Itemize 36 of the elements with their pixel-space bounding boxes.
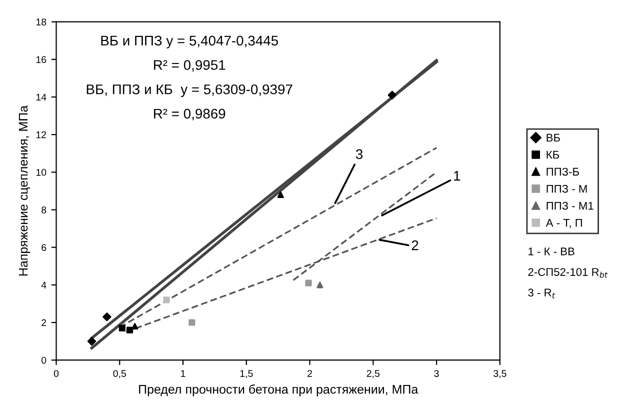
y-tick-label: 14 xyxy=(36,94,46,101)
x-axis-title: Предел прочности бетона при растяжении, МПа xyxy=(139,384,418,396)
x-tick-label: 2 xyxy=(308,370,312,377)
y-tick-label: 2 xyxy=(42,319,46,326)
y-tick-label: 0 xyxy=(42,356,46,364)
x-tick-label: 1 xyxy=(181,370,186,377)
text: 3 - R$_{t}$ xyxy=(528,288,556,298)
y-tick-label: 16 xyxy=(36,56,46,64)
x-tick-label: 0,5 xyxy=(113,370,126,378)
annotation: ВБ, ППЗ и КБ y = 5,6309-0,9397 xyxy=(86,84,292,98)
legend-label: ППЗ-Б xyxy=(546,168,579,176)
x-tick-label: 1,5 xyxy=(240,370,253,378)
y-tick-label: 6 xyxy=(42,244,46,251)
text: 2-СП52-101 R$_{bt}$ xyxy=(528,268,608,278)
legend-label: КБ xyxy=(546,150,560,159)
legend-label: А - Т, П xyxy=(546,219,582,228)
y-tick-label: 10 xyxy=(36,168,46,176)
legend-label: ВБ xyxy=(546,134,560,142)
y-tick-label: 12 xyxy=(36,131,46,138)
legend-label: ППЗ - М1 xyxy=(546,202,594,210)
annotation: 2 xyxy=(412,240,418,250)
x-tick-label: 0 xyxy=(54,370,59,377)
y-tick-label: 8 xyxy=(42,206,46,214)
x-tick-label: 3,5 xyxy=(494,370,506,378)
x-tick-label: 3 xyxy=(434,370,439,377)
text: 1 - К - ВВ xyxy=(528,248,574,256)
legend-label: ППЗ - М xyxy=(546,184,587,193)
annotation: R² = 0,9869 xyxy=(154,108,226,120)
annotation: 3 xyxy=(356,149,363,160)
annotation: ВБ и ППЗ y = 5,4047-0,3445 xyxy=(101,36,278,48)
annotation: R² = 0,9951 xyxy=(154,60,226,72)
x-tick-label: 2,5 xyxy=(366,370,380,378)
annotation: 1 xyxy=(454,171,460,181)
y-tick-label: 4 xyxy=(41,282,46,288)
y-axis-title: Напряжение сцепления, МПа xyxy=(18,105,30,276)
y-tick-label: 18 xyxy=(36,18,46,26)
